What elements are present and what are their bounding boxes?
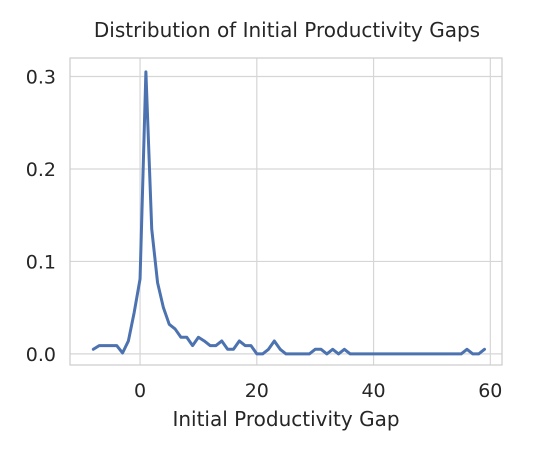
- y-tick-label: 0.0: [26, 344, 56, 366]
- series-line-0: [91, 70, 486, 356]
- x-axis-label: Initial Productivity Gap: [172, 407, 399, 431]
- x-tick-label: 0: [134, 380, 146, 402]
- y-tick-label: 0.1: [26, 251, 56, 273]
- y-axis-ticks: 0.0 0.1 0.2 0.3: [26, 66, 56, 365]
- chart-title: Distribution of Initial Productivity Gap…: [94, 18, 480, 42]
- x-axis-ticks: 0 20 40 60: [134, 380, 502, 402]
- grid: [70, 58, 502, 365]
- x-tick-label: 40: [361, 380, 385, 402]
- y-tick-label: 0.3: [26, 66, 56, 88]
- plot-area-frame: [69, 57, 503, 366]
- series-layer: [91, 70, 486, 356]
- x-tick-label: 60: [478, 380, 502, 402]
- y-tick-label: 0.2: [26, 159, 56, 181]
- x-tick-label: 20: [245, 380, 269, 402]
